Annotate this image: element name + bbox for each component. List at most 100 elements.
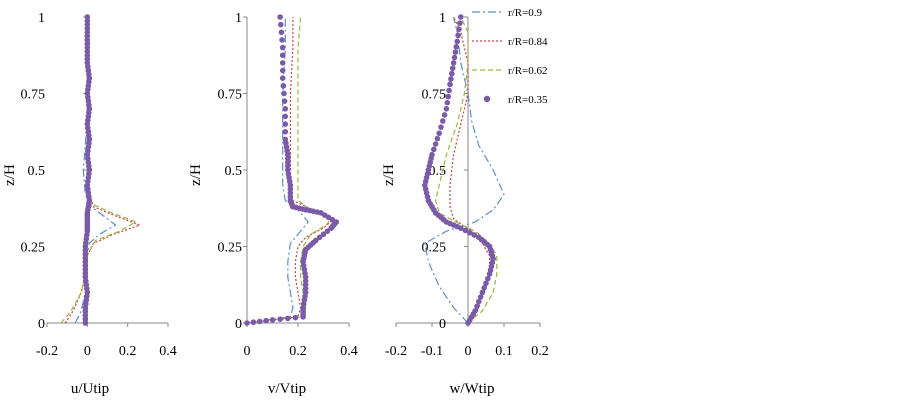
data-point [458, 14, 464, 20]
data-point [436, 130, 443, 137]
series-r-r-0-62 [434, 16, 498, 324]
data-point [282, 128, 289, 135]
data-point [82, 320, 89, 326]
data-point [277, 21, 284, 28]
data-point [281, 98, 288, 104]
data-point [446, 87, 452, 94]
data-point [302, 281, 309, 288]
y-tick-label: 0.5 [225, 164, 243, 179]
y-tick-label: 0 [439, 317, 446, 332]
data-point [84, 56, 91, 62]
panel-1: -0.2 0 0.2 0.4 0 0.25 0.5 0.75 1 u/Utip z/H [2, 11, 177, 397]
legend-label: r/R=0.62 [508, 65, 548, 77]
data-point [84, 60, 91, 66]
data-point [453, 44, 460, 50]
data-point [285, 155, 291, 162]
data-point [313, 237, 319, 244]
data-point [438, 124, 444, 130]
data-point [82, 274, 89, 280]
x-tick-label: 0 [465, 344, 472, 359]
data-point [82, 270, 89, 277]
data-point [278, 29, 285, 36]
data-point [457, 20, 463, 26]
data-point [84, 29, 91, 36]
data-point [82, 266, 89, 273]
x-tick-label: -0.2 [36, 344, 58, 359]
data-point [444, 99, 451, 106]
series-line [246, 17, 309, 324]
x-tick-label: -0.1 [421, 344, 443, 359]
data-point [287, 190, 294, 196]
data-point [282, 113, 289, 120]
data-point [477, 294, 484, 300]
data-point [456, 26, 462, 33]
data-point [84, 25, 91, 32]
data-point [84, 52, 91, 59]
data-point [82, 251, 89, 257]
data-point [471, 232, 478, 238]
data-point [269, 317, 276, 323]
data-point [282, 121, 289, 127]
series-r-r-0-35 [244, 14, 340, 326]
data-point [82, 308, 89, 315]
y-tick-label: 0 [38, 317, 45, 332]
data-point [279, 37, 285, 43]
data-point [279, 44, 286, 51]
data-point [479, 289, 486, 296]
data-point [485, 275, 491, 282]
series-line [64, 17, 142, 324]
y-tick-label: 1 [439, 11, 446, 26]
data-point [302, 285, 309, 292]
legend-entry: r/R=0.62 [472, 65, 548, 77]
legend-label: r/R=0.35 [508, 94, 548, 106]
x-tick-label: 0.1 [495, 344, 513, 359]
data-point [474, 303, 480, 309]
data-point [454, 38, 461, 45]
y-axis-title: z/H [381, 164, 397, 186]
x-tick-label: -0.2 [385, 344, 407, 359]
data-point [292, 314, 299, 321]
data-point [452, 49, 459, 55]
series-r-r-0-35 [82, 14, 93, 326]
data-point [462, 227, 469, 234]
data-point [320, 231, 327, 238]
data-point [84, 21, 91, 28]
data-point [472, 307, 479, 314]
y-tick-label: 0.75 [218, 88, 243, 103]
data-point [84, 18, 91, 24]
data-point [84, 33, 91, 39]
data-point [440, 118, 446, 124]
legend-entry: r/R=0.9 [472, 7, 543, 19]
legend-label: r/R=0.9 [508, 7, 543, 19]
legend-label: r/R=0.84 [508, 36, 548, 48]
x-tick-label: 0.2 [119, 344, 137, 359]
data-point [82, 262, 89, 269]
data-point [263, 317, 269, 324]
series-r-r-0-84 [64, 17, 142, 324]
data-point [285, 159, 291, 166]
data-point [244, 320, 250, 326]
panel-2: 0 0.2 0.4 0 0.25 0.5 0.75 1 v/Vtip z/H [188, 11, 358, 397]
data-point [285, 315, 291, 322]
data-point [302, 278, 309, 284]
data-point [483, 280, 489, 287]
x-axis-title: v/Vtip [268, 381, 306, 397]
y-tick-label: 1 [38, 11, 45, 26]
y-tick-label: 0.5 [28, 164, 46, 179]
data-point [467, 229, 473, 236]
x-tick-label: 0 [244, 344, 251, 359]
data-point [447, 81, 453, 88]
y-tick-label: 0.5 [429, 164, 447, 179]
data-point [82, 247, 89, 254]
series-r-r-0-62 [60, 17, 138, 324]
y-axis-title: z/H [188, 164, 204, 186]
data-point [84, 14, 91, 20]
x-axis-title: u/Utip [71, 381, 109, 397]
y-tick-label: 0 [235, 317, 242, 332]
data-point [279, 60, 286, 66]
x-tick-label: 0 [84, 344, 91, 359]
y-tick-label: 0.25 [422, 241, 447, 256]
y-axis-title: z/H [2, 164, 18, 186]
data-point [250, 319, 257, 326]
